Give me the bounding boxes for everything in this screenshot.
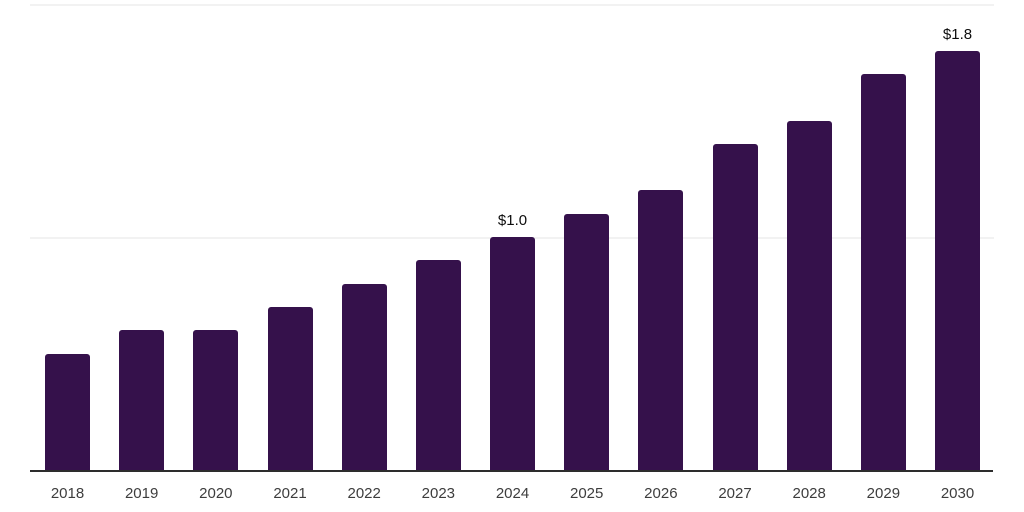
bar-2030 xyxy=(935,50,981,470)
bar-2025 xyxy=(564,213,610,470)
x-axis-label-2030: 2030 xyxy=(940,485,975,502)
x-axis-label-2023: 2023 xyxy=(421,485,456,502)
bar-2029 xyxy=(860,73,906,470)
bar-2028 xyxy=(786,120,832,470)
x-axis-label-2029: 2029 xyxy=(866,485,901,502)
bar-2021 xyxy=(267,306,313,470)
bar-2023 xyxy=(415,260,461,470)
bar-2020 xyxy=(193,330,239,470)
x-axis-label-2021: 2021 xyxy=(273,485,307,502)
x-axis-label-2024: 2024 xyxy=(495,485,530,502)
x-axis-label-2025: 2025 xyxy=(570,485,604,502)
gridline-2 xyxy=(30,4,994,6)
bar-2026 xyxy=(638,190,684,470)
x-axis-label-2019: 2019 xyxy=(124,485,159,502)
value-label-2024: $1.0 xyxy=(497,212,528,229)
bar-2019 xyxy=(119,330,165,470)
x-axis-line xyxy=(30,470,993,472)
x-axis-label-2027: 2027 xyxy=(718,485,752,502)
x-axis-label-2026: 2026 xyxy=(644,485,678,502)
x-axis-label-2022: 2022 xyxy=(347,485,381,502)
plot-area: $1.0 $1.8 2018 2019 2020 2021 2022 2023 2024 202… xyxy=(30,0,994,502)
bar-2027 xyxy=(712,143,758,470)
x-axis-label-2020: 2020 xyxy=(199,485,233,502)
bar-2018 xyxy=(45,353,90,470)
bar-2022 xyxy=(341,283,387,470)
x-axis-label-2018: 2018 xyxy=(50,485,85,502)
bar-2024 xyxy=(490,237,536,470)
x-axis-label-2028: 2028 xyxy=(792,485,826,502)
value-label-2030: $1.8 xyxy=(942,25,973,43)
